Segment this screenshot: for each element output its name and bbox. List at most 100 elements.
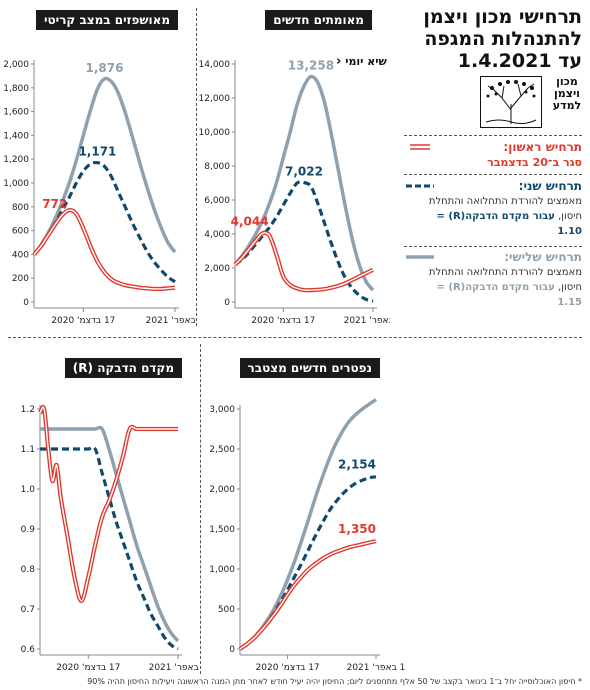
series-s2-line bbox=[39, 445, 179, 651]
legend-title-3: תרחיש שלישי: bbox=[504, 250, 582, 264]
data-label-s3: 13,258 bbox=[288, 59, 334, 73]
y-tick-label: 2,500 bbox=[209, 445, 235, 455]
x-tick-label: 17 בדצמ' 2020 bbox=[51, 316, 115, 325]
y-tick-label: 1.1 bbox=[21, 445, 35, 455]
y-tick-label: 0.9 bbox=[21, 525, 36, 535]
chart-cases: 0 2,000 4,000 6,000 8,000 10,000 12,000 14,000 1… bbox=[199, 59, 391, 325]
series-s3-line bbox=[32, 76, 177, 256]
y-tick-label: 0.7 bbox=[21, 605, 35, 615]
data-label-s2: 2,154 bbox=[338, 458, 376, 472]
y-tick-label: 1,000 bbox=[209, 565, 235, 575]
y-tick-label: 1,000 bbox=[3, 179, 29, 189]
legend-swatch-1 bbox=[410, 144, 430, 150]
y-tick-label: 1.2 bbox=[21, 405, 35, 415]
panel-separator bbox=[200, 344, 201, 674]
y-tick-label: 1,200 bbox=[3, 155, 29, 165]
legend-desc-2-plain: מאמצים להורדת התחלואה והתחלת חיסון, bbox=[428, 196, 582, 222]
x-tick-label: 1 באפר' 2021 bbox=[347, 663, 406, 670]
y-tick-label: 0.8 bbox=[21, 565, 36, 575]
legend-scenario-2: תרחיש שני: מאמצים להורדת התחלואה והתחלת … bbox=[412, 178, 582, 239]
peak-note-text: שיא יומי bbox=[345, 55, 387, 68]
y-tick-label: 0 bbox=[229, 645, 235, 655]
x-tick-label: 1 באפר' 2021 bbox=[146, 316, 195, 325]
panel-title-critical: מאושפזים במצב קריטי bbox=[35, 10, 178, 30]
headline-line-1: תרחישי מכון ויצמן bbox=[423, 6, 582, 28]
series-s1-line bbox=[238, 538, 377, 651]
x-tick-label: 1 באפר' 2021 bbox=[149, 663, 200, 670]
chart-cumulative-deaths: 0 500 1,000 1,500 2,000 2,500 3,000 17 בדצמ' 20… bbox=[209, 398, 406, 670]
y-tick-label: 14,000 bbox=[199, 60, 231, 70]
legend-title-2: תרחיש שני: bbox=[518, 179, 582, 193]
legend-desc-3: מאמצים להורדת התחלואה והתחלת חיסון, עבור… bbox=[412, 265, 582, 310]
y-tick-label: 6,000 bbox=[204, 196, 230, 206]
headline-line-3: עד 1.4.2021 bbox=[457, 50, 582, 72]
y-tick-label: 1,600 bbox=[3, 108, 29, 118]
y-tick-label: 0 bbox=[224, 298, 230, 308]
y-tick-label: 3,000 bbox=[209, 405, 235, 415]
legend-separator bbox=[404, 135, 582, 136]
peak-arrow-icon: ‹ bbox=[336, 54, 342, 69]
y-tick-label: 1.0 bbox=[21, 485, 36, 495]
legend-swatch-2 bbox=[406, 184, 434, 188]
y-tick-label: 500 bbox=[218, 605, 235, 615]
legend-desc-2: מאמצים להורדת התחלואה והתחלת חיסון, עבור… bbox=[412, 194, 582, 239]
series-s1-line bbox=[38, 404, 178, 604]
series-s1-line-inner bbox=[33, 209, 176, 290]
legend-desc-3-plain: מאמצים להורדת התחלואה והתחלת חיסון, bbox=[428, 267, 582, 293]
series-s2-line bbox=[32, 160, 176, 284]
series-s3-line bbox=[40, 425, 180, 643]
panel-separator bbox=[196, 8, 197, 326]
institute-logo-text: מכון ויצמן למדע bbox=[548, 76, 586, 112]
y-tick-label: 10,000 bbox=[199, 128, 231, 138]
legend-desc-1: סגר ב־20 בדצמבר bbox=[487, 156, 582, 169]
data-label-s1: 1,350 bbox=[338, 522, 376, 536]
legend-scenario-3: תרחיש שלישי: מאמצים להורדת התחלואה והתחל… bbox=[412, 249, 582, 310]
series-s1-line-inner bbox=[234, 232, 374, 291]
y-tick-label: 0 bbox=[23, 298, 29, 308]
legend-swatch-3 bbox=[406, 255, 434, 259]
legend-desc-3-bold: עבור מקדם הדבקה(R) = 1.15 bbox=[436, 282, 583, 308]
data-label-s1: 4,044 bbox=[231, 214, 269, 228]
panel-title-cases: מאומתים חדשים bbox=[265, 10, 372, 30]
legend-separator bbox=[404, 174, 582, 175]
x-tick-label: 17 בדצמ' 2020 bbox=[256, 663, 320, 670]
data-label-s2: 1,171 bbox=[78, 145, 116, 159]
row-separator bbox=[8, 337, 582, 338]
series-s2-line bbox=[234, 180, 374, 303]
legend-title-1: תרחיש ראשון: bbox=[503, 140, 582, 154]
y-tick-label: 12,000 bbox=[199, 94, 231, 104]
headline: תרחישי מכון ויצמן להתנהלות המגפה עד 1.4.… bbox=[397, 6, 582, 72]
x-tick-label: 17 בדצמ' 2020 bbox=[251, 316, 315, 325]
y-tick-label: 200 bbox=[12, 274, 29, 284]
data-label-s1: 772 bbox=[42, 197, 67, 211]
data-label-s2: 7,022 bbox=[285, 165, 323, 179]
peak-note: שיא יומי ‹ bbox=[336, 54, 387, 69]
headline-line-2: להתנהלות המגפה bbox=[424, 28, 582, 50]
x-tick-label: 1 באפר' 2021 bbox=[344, 316, 390, 325]
y-tick-label: 1,500 bbox=[209, 525, 235, 535]
y-tick-label: 2,000 bbox=[3, 60, 29, 70]
logo-line-3: למדע bbox=[552, 99, 582, 112]
y-tick-label: 0.6 bbox=[21, 645, 36, 655]
y-tick-label: 1,800 bbox=[3, 84, 29, 94]
series-s2-line bbox=[239, 475, 377, 651]
x-tick-label: 17 בדצמ' 2020 bbox=[56, 663, 120, 670]
y-tick-label: 4,000 bbox=[204, 230, 230, 240]
legend-scenario-1: תרחיש ראשון: סגר ב־20 בדצמבר bbox=[412, 139, 582, 170]
logo-line-2: ויצמן bbox=[554, 87, 580, 100]
y-tick-label: 2,000 bbox=[209, 485, 235, 495]
series-s1-line-inner bbox=[39, 406, 178, 602]
y-tick-label: 8,000 bbox=[204, 162, 230, 172]
panel-title-rnum: מקדם הדבקה (R) bbox=[64, 358, 182, 378]
institute-logo-tree-icon bbox=[480, 76, 542, 128]
y-tick-label: 600 bbox=[12, 227, 29, 237]
legend-separator bbox=[404, 246, 582, 247]
series-s1-line-inner bbox=[239, 540, 377, 650]
series-s1-line bbox=[32, 207, 176, 292]
panel-title-deaths: נפטרים חדשים מצטבר bbox=[239, 358, 380, 378]
y-tick-label: 800 bbox=[12, 203, 29, 213]
series-s3-line bbox=[233, 74, 375, 292]
chart-critical-hospitalized: 0 200 400 600 800 1,000 1,200 1,400 1,600 1,800 2,… bbox=[3, 60, 195, 325]
y-tick-label: 2,000 bbox=[204, 264, 230, 274]
